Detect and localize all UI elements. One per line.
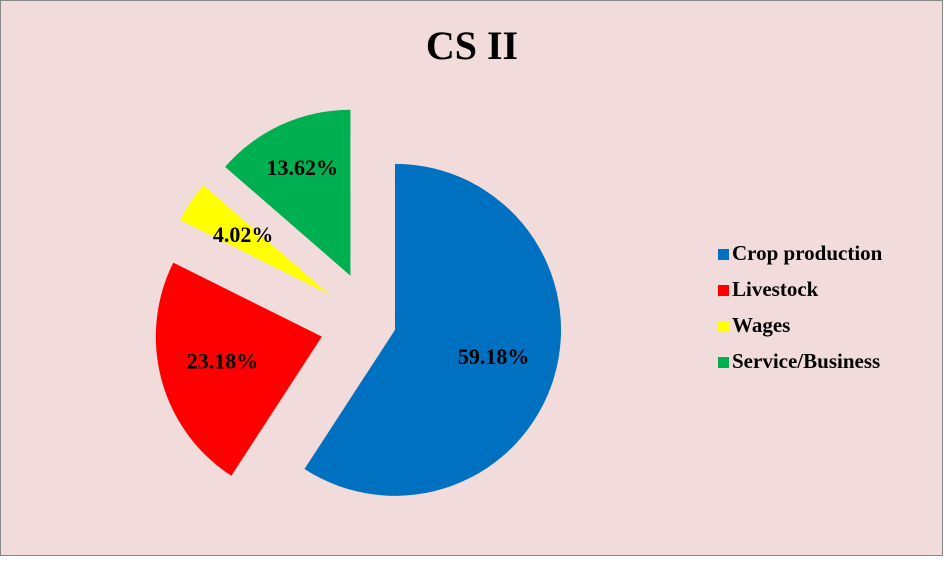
data-label: 4.02% [213, 222, 274, 247]
legend-label: Crop production [732, 241, 883, 265]
legend-label: Livestock [732, 277, 819, 301]
pie-slice [180, 185, 329, 295]
data-label: 23.18% [187, 349, 259, 374]
pie-slice [304, 163, 562, 496]
chart-title: CS II [426, 23, 518, 68]
legend-label: Service/Business [732, 349, 880, 373]
data-label: 59.18% [458, 344, 530, 369]
legend-swatch [718, 357, 729, 368]
legend-swatch [718, 249, 729, 260]
legend-swatch [718, 285, 729, 296]
legend-swatch [718, 321, 729, 332]
pie-slice [155, 262, 322, 476]
legend-label: Wages [732, 313, 790, 337]
pie-slice [225, 109, 351, 276]
data-label: 13.62% [266, 155, 338, 180]
